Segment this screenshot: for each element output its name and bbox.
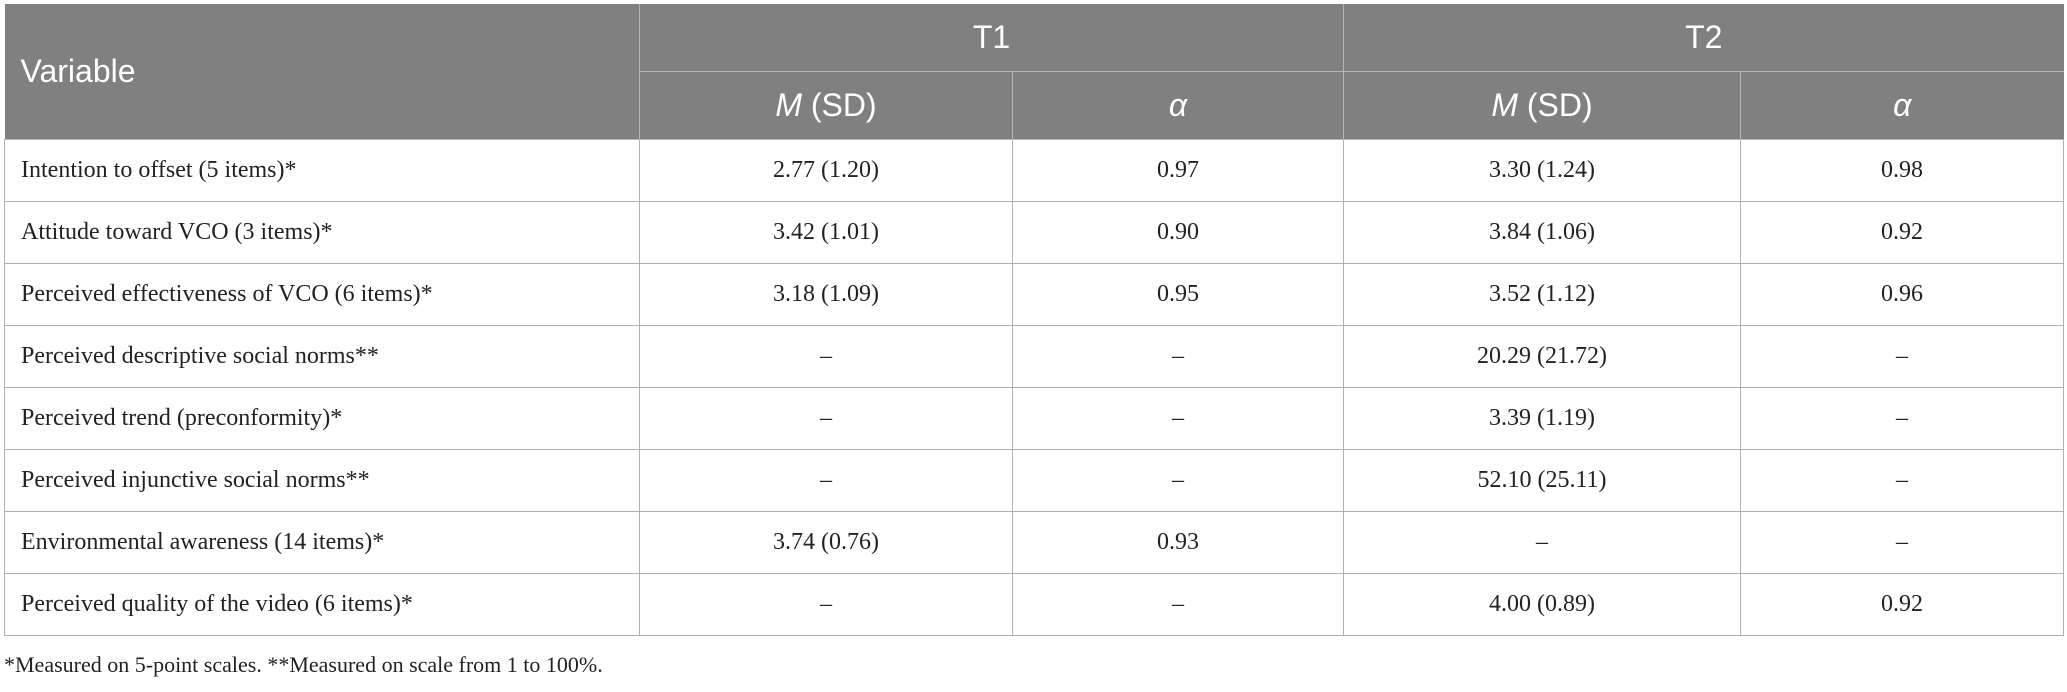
table-cell: 3.39 (1.19): [1343, 387, 1741, 450]
table-row: Attitude toward VCO (3 items)* 3.42 (1.01…: [4, 201, 2064, 264]
table-row: Perceived effectiveness of VCO (6 items)…: [4, 263, 2064, 326]
table-cell: 3.42 (1.01): [639, 201, 1013, 264]
table-cell: 0.95: [1012, 263, 1344, 326]
group-header: T1: [639, 4, 1344, 72]
group-header: T2: [1343, 4, 2064, 72]
sub-header: α: [1740, 71, 2064, 140]
table-cell: –: [1012, 573, 1344, 636]
table-row: Perceived descriptive social norms** – –20…: [4, 325, 2064, 388]
sub-header-part: (SD): [810, 87, 877, 123]
sub-header-part: α: [1168, 87, 1188, 123]
table-cell: –: [1740, 511, 2064, 574]
sub-header-part: M: [775, 87, 802, 123]
table-cell: 3.52 (1.12): [1343, 263, 1741, 326]
row-label: Perceived trend (preconformity)*: [4, 387, 640, 450]
row-label: Attitude toward VCO (3 items)*: [4, 201, 640, 264]
sub-header-part: M: [1491, 87, 1518, 123]
table-cell: –: [1343, 511, 1741, 574]
sub-header: M (SD): [639, 71, 1013, 140]
table-cell: –: [1012, 325, 1344, 388]
table-cell: 0.98: [1740, 139, 2064, 202]
table-cell: 20.29 (21.72): [1343, 325, 1741, 388]
table-cell: 0.97: [1012, 139, 1344, 202]
table-cell: –: [639, 573, 1013, 636]
table-cell: –: [1740, 449, 2064, 512]
table-cell: 0.96: [1740, 263, 2064, 326]
table-cell: 3.18 (1.09): [639, 263, 1013, 326]
footnote: *Measured on 5-point scales. **Measured …: [4, 652, 603, 677]
table-cell: 3.30 (1.24): [1343, 139, 1741, 202]
sub-header-part: (SD): [1526, 87, 1593, 123]
table-cell: 3.84 (1.06): [1343, 201, 1741, 264]
table-cell: –: [1740, 387, 2064, 450]
table-cell: 3.74 (0.76): [639, 511, 1013, 574]
table-cell: 0.93: [1012, 511, 1344, 574]
table-cell: –: [639, 449, 1013, 512]
sub-header: α: [1012, 71, 1344, 140]
sub-header-part: α: [1893, 87, 1912, 123]
table-row: Perceived quality of the video (6 items)…: [4, 573, 2064, 636]
table-row: Environmental awareness (14 items)* 3.74 …: [4, 511, 2064, 574]
table-cell: –: [639, 387, 1013, 450]
row-label: Perceived descriptive social norms**: [4, 325, 640, 388]
table-cell: –: [1012, 387, 1344, 450]
table-cell: –: [1012, 449, 1344, 512]
header-cell: Variable: [4, 4, 640, 140]
row-label: Perceived injunctive social norms**: [4, 449, 640, 512]
row-label: Intention to offset (5 items)*: [4, 139, 640, 202]
table-cell: 52.10 (25.11): [1343, 449, 1741, 512]
data-table: Variable T1 T2 M (SD) α M (SD) α Intention to…: [4, 4, 2064, 636]
table-cell: 0.92: [1740, 201, 2064, 264]
sub-header: M (SD): [1343, 71, 1741, 140]
table-row: Intention to offset (5 items)* 2.77 (1.20…: [4, 139, 2064, 202]
table-cell: –: [639, 325, 1013, 388]
table-cell: 0.90: [1012, 201, 1344, 264]
table-cell: 4.00 (0.89): [1343, 573, 1741, 636]
row-label: Environmental awareness (14 items)*: [4, 511, 640, 574]
table-row: Perceived trend (preconformity)* – –3.39 (…: [4, 387, 2064, 450]
table-row: Perceived injunctive social norms** – –52.…: [4, 449, 2064, 512]
row-label: Perceived effectiveness of VCO (6 items)…: [4, 263, 640, 326]
row-label: Perceived quality of the video (6 items)…: [4, 573, 640, 636]
table-cell: –: [1740, 325, 2064, 388]
table-cell: 2.77 (1.20): [639, 139, 1013, 202]
table-cell: 0.92: [1740, 573, 2064, 636]
